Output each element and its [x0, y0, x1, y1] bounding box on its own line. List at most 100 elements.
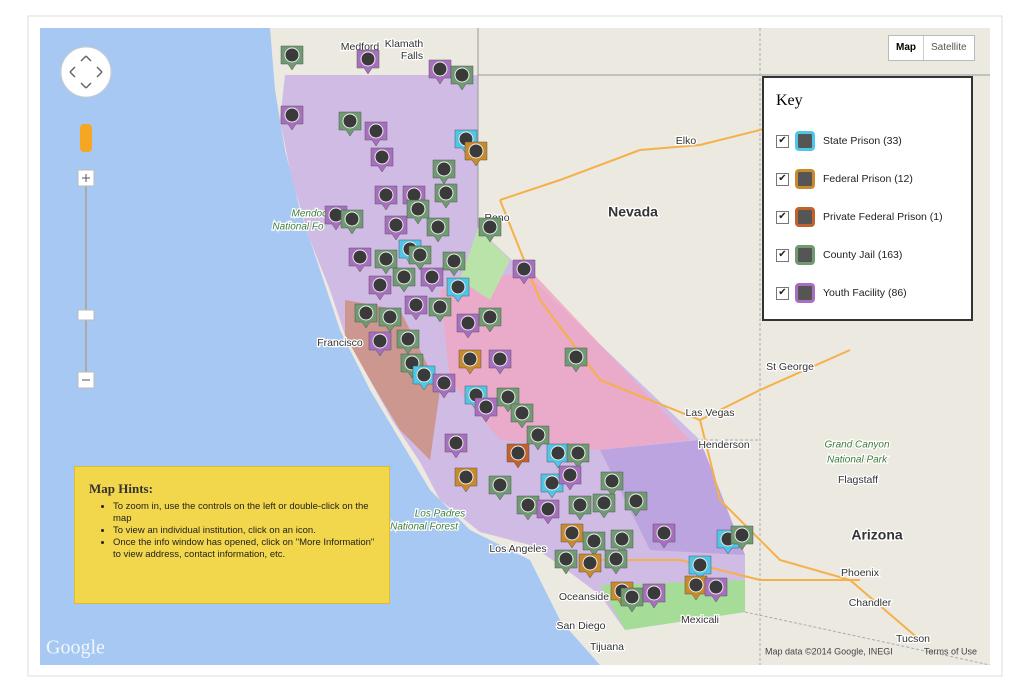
institution-marker[interactable] — [560, 523, 584, 549]
institution-marker[interactable] — [566, 443, 590, 469]
key-checkbox[interactable]: ✔ — [776, 210, 789, 224]
institution-marker[interactable] — [354, 303, 378, 329]
road — [499, 109, 921, 641]
institution-marker[interactable] — [564, 347, 588, 373]
pegman[interactable] — [80, 124, 92, 152]
institution-marker[interactable] — [280, 45, 304, 71]
institution-marker[interactable] — [412, 365, 436, 391]
institution-marker[interactable] — [368, 331, 392, 357]
institution-marker[interactable] — [442, 251, 466, 277]
institution-marker[interactable] — [510, 403, 534, 429]
institution-marker[interactable] — [446, 277, 470, 303]
institution-marker[interactable] — [620, 587, 644, 613]
institution-marker[interactable] — [512, 259, 536, 285]
institution-marker[interactable] — [364, 121, 388, 147]
place-label: National Fo — [272, 222, 324, 233]
marker-badge — [342, 113, 358, 129]
institution-marker[interactable] — [432, 373, 456, 399]
institution-marker[interactable] — [378, 307, 402, 333]
marker-badge — [562, 467, 578, 483]
key-checkbox[interactable]: ✔ — [776, 172, 789, 186]
institution-marker[interactable] — [370, 147, 394, 173]
institution-marker[interactable] — [554, 549, 578, 575]
institution-marker[interactable] — [348, 247, 372, 273]
institution-marker[interactable] — [368, 275, 392, 301]
institution-marker[interactable] — [592, 493, 616, 519]
institution-marker[interactable] — [488, 349, 512, 375]
marker-badge — [572, 497, 588, 513]
institution-marker[interactable] — [374, 185, 398, 211]
zoom-handle[interactable] — [77, 309, 95, 321]
key-checkbox[interactable]: ✔ — [776, 248, 789, 262]
institution-marker[interactable] — [624, 491, 648, 517]
key-row: ✔ State Prison (33) — [776, 122, 959, 160]
institution-marker[interactable] — [420, 267, 444, 293]
pan-control[interactable] — [60, 46, 112, 98]
marker-badge — [570, 445, 586, 461]
institution-marker[interactable] — [478, 307, 502, 333]
institution-marker[interactable] — [684, 575, 708, 601]
place-label: Tucson — [896, 633, 930, 645]
institution-marker[interactable] — [426, 217, 450, 243]
institution-marker[interactable] — [558, 465, 582, 491]
institution-marker[interactable] — [340, 209, 364, 235]
institution-marker[interactable] — [338, 111, 362, 137]
institution-marker[interactable] — [404, 295, 428, 321]
institution-marker[interactable] — [464, 141, 488, 167]
institution-marker[interactable] — [516, 495, 540, 521]
marker-badge — [482, 219, 498, 235]
institution-marker[interactable] — [474, 397, 498, 423]
institution-marker[interactable] — [374, 249, 398, 275]
institution-marker[interactable] — [458, 349, 482, 375]
place-label: Francisco — [317, 337, 363, 349]
satellite-button[interactable]: Satellite — [923, 36, 974, 60]
institution-marker[interactable] — [408, 245, 432, 271]
marker-badge — [608, 551, 624, 567]
marker-badge — [586, 533, 602, 549]
institution-marker[interactable] — [546, 443, 570, 469]
institution-marker[interactable] — [600, 471, 624, 497]
institution-marker[interactable] — [578, 553, 602, 579]
institution-marker[interactable] — [396, 329, 420, 355]
marker-badge — [692, 557, 708, 573]
marker-badge — [492, 351, 508, 367]
institution-marker[interactable] — [506, 443, 530, 469]
institution-marker[interactable] — [704, 577, 728, 603]
institution-marker[interactable] — [652, 523, 676, 549]
institution-marker[interactable] — [280, 105, 304, 131]
key-checkbox[interactable]: ✔ — [776, 134, 789, 148]
institution-marker[interactable] — [444, 433, 468, 459]
institution-marker[interactable] — [384, 215, 408, 241]
institution-marker[interactable] — [582, 531, 606, 557]
place-label: Phoenix — [841, 567, 880, 579]
marker-badge — [284, 47, 300, 63]
marker-badge — [540, 501, 556, 517]
place-label: National Forest — [390, 522, 459, 533]
institution-marker[interactable] — [428, 59, 452, 85]
institution-marker[interactable] — [610, 529, 634, 555]
institution-marker[interactable] — [432, 159, 456, 185]
marker-badge — [416, 367, 432, 383]
institution-marker[interactable] — [688, 555, 712, 581]
institution-marker[interactable] — [478, 217, 502, 243]
institution-marker[interactable] — [434, 183, 458, 209]
key-checkbox[interactable]: ✔ — [776, 286, 789, 300]
place-label: Chandler — [849, 597, 892, 609]
marker-badge — [352, 249, 368, 265]
institution-marker[interactable] — [428, 297, 452, 323]
map-button[interactable]: Map — [896, 42, 916, 53]
institution-marker[interactable] — [536, 499, 560, 525]
institution-marker[interactable] — [540, 473, 564, 499]
institution-marker[interactable] — [488, 475, 512, 501]
institution-marker[interactable] — [392, 267, 416, 293]
institution-marker[interactable] — [568, 495, 592, 521]
institution-marker[interactable] — [356, 49, 380, 75]
institution-marker[interactable] — [406, 199, 430, 225]
institution-marker[interactable] — [730, 525, 754, 551]
institution-marker[interactable] — [450, 65, 474, 91]
institution-marker[interactable] — [604, 549, 628, 575]
institution-marker[interactable] — [642, 583, 666, 609]
institution-marker[interactable] — [454, 467, 478, 493]
place-label: Nevada — [608, 204, 658, 220]
terms-link[interactable]: Terms of Use — [924, 646, 977, 656]
